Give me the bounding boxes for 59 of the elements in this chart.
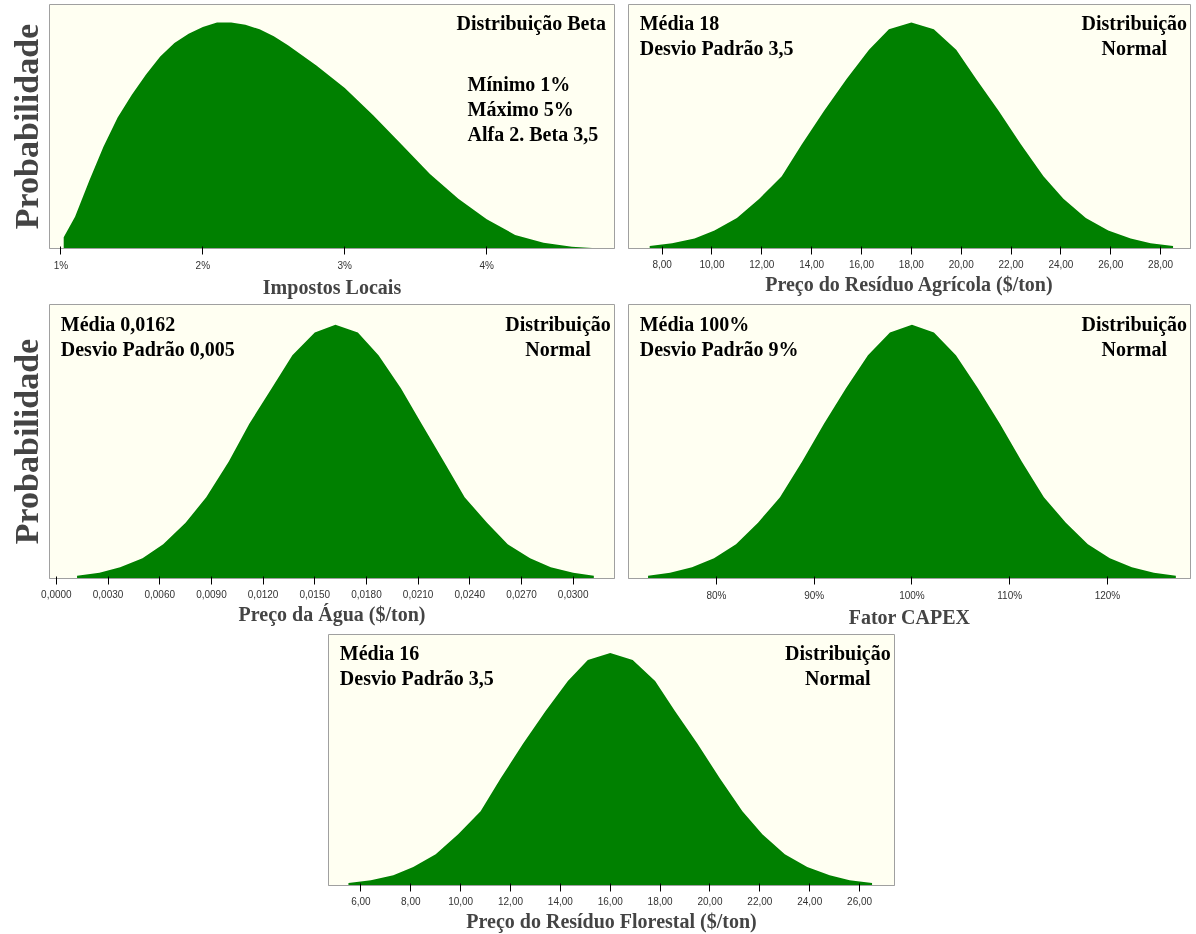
x-tick-label: 1% (53, 259, 69, 271)
x-tick-label: 24,00 (797, 895, 823, 907)
annotation: Distribuição Normal (505, 312, 611, 361)
y-axis-title: Probabilidade (7, 338, 45, 545)
annotation: Mínimo 1% Máximo 5% Alfa 2. Beta 3,5 (467, 72, 599, 146)
x-tick-label: 10,00 (699, 258, 725, 270)
annotation: Média 100% Desvio Padrão 9% (639, 312, 799, 361)
annotation: Distribuição Normal (785, 642, 891, 690)
annotation: Distribuição Beta (456, 11, 607, 35)
x-tick-label: 20,00 (697, 895, 723, 907)
x-tick-label: 0,0270 (506, 588, 538, 600)
x-tick-label: 0,0090 (196, 588, 228, 600)
x-tick-label: 10,00 (448, 895, 474, 907)
x-tick-label: 0,0120 (247, 588, 279, 600)
x-tick-label: 20,00 (948, 258, 975, 270)
x-tick-label: 90% (804, 589, 825, 601)
x-tick-label: 8,00 (652, 258, 673, 270)
x-axis-title: Fator CAPEX (848, 605, 971, 628)
x-tick-label: 26,00 (847, 895, 873, 907)
x-tick-label: 14,00 (799, 258, 825, 270)
x-tick-label: 0,0210 (402, 588, 434, 600)
x-tick-label: 12,00 (749, 258, 775, 270)
x-tick-label: 110% (997, 589, 1023, 601)
x-tick-label: 28,00 (1148, 258, 1174, 270)
x-tick-label: 3% (337, 259, 353, 271)
x-tick-label: 16,00 (597, 895, 624, 907)
x-tick-label: 8,00 (401, 895, 421, 907)
x-axis-title: Preço da Água ($/ton) (238, 602, 426, 626)
x-axis-title: Preço do Resíduo Florestal ($/ton) (466, 909, 757, 933)
x-tick-label: 24,00 (1048, 258, 1074, 270)
x-tick-label: 16,00 (849, 258, 875, 270)
x-tick-label: 120% (1094, 589, 1121, 601)
x-tick-label: 0,0180 (351, 588, 383, 600)
x-tick-label: 0,0000 (41, 588, 73, 600)
x-tick-label: 0,0030 (92, 588, 124, 600)
x-tick-label: 6,00 (351, 895, 372, 907)
annotation: Média 18 Desvio Padrão 3,5 (639, 11, 794, 60)
x-tick-label: 0,0240 (454, 588, 486, 600)
x-tick-label: 100% (899, 589, 925, 601)
x-tick-label: 80% (706, 589, 727, 601)
x-tick-label: 0,0150 (299, 588, 331, 600)
x-tick-label: 22,00 (998, 258, 1025, 270)
x-tick-label: 12,00 (498, 895, 524, 907)
y-axis-title: Probabilidade (7, 23, 45, 230)
annotation: Média 0,0162 Desvio Padrão 0,005 (60, 312, 235, 361)
annotation: Distribuição Normal (1081, 312, 1188, 361)
x-axis-title: Impostos Locais (262, 275, 402, 299)
x-tick-label: 0,0300 (557, 588, 589, 600)
x-tick-label: 2% (195, 259, 211, 271)
x-tick-label: 14,00 (547, 895, 574, 907)
annotation: Distribuição Normal (1081, 11, 1188, 60)
x-tick-label: 18,00 (898, 258, 925, 270)
x-tick-label: 26,00 (1098, 258, 1124, 270)
x-tick-label: 4% (479, 259, 495, 271)
x-axis-title: Preço do Resíduo Agrícola ($/ton) (765, 272, 1053, 296)
x-tick-label: 22,00 (747, 895, 773, 907)
x-tick-label: 0,0060 (144, 588, 176, 600)
annotation: Média 16 Desvio Padrão 3,5 (339, 642, 494, 690)
x-tick-label: 18,00 (647, 895, 674, 907)
